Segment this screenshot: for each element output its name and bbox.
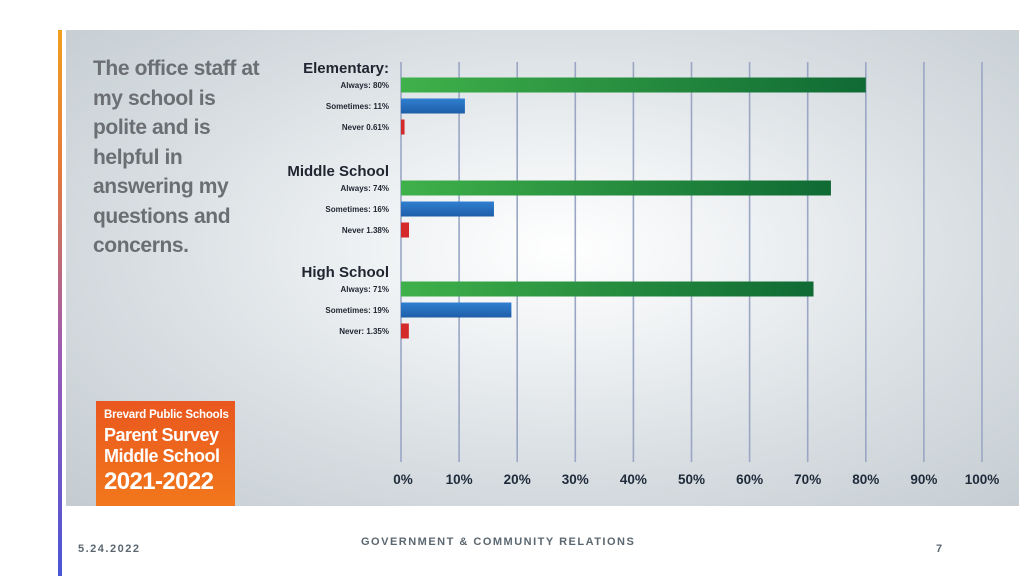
- x-tick-label: 100%: [965, 472, 1000, 487]
- badge-level: Middle School: [104, 446, 220, 466]
- bar-never: [401, 323, 409, 339]
- footer-department: GOVERNMENT & COMMUNITY RELATIONS: [361, 536, 636, 548]
- bar-always: [401, 77, 866, 93]
- badge-survey: Parent Survey: [104, 425, 219, 445]
- bar-always: [401, 180, 831, 196]
- x-tick-label: 50%: [678, 472, 705, 487]
- x-tick-label: 60%: [736, 472, 763, 487]
- bar-sometimes: [401, 98, 465, 114]
- footer-date: 5.24.2022: [78, 543, 141, 555]
- bar-label: Always: 74%: [341, 184, 389, 193]
- x-tick-label: 40%: [620, 472, 647, 487]
- x-tick-label: 20%: [504, 472, 531, 487]
- x-tick-label: 90%: [910, 472, 937, 487]
- bar-sometimes: [401, 201, 494, 217]
- bar-label: Never: 1.35%: [339, 327, 389, 336]
- bar-label: Always: 71%: [341, 285, 389, 294]
- bar-label: Sometimes: 11%: [326, 102, 389, 111]
- bar-sometimes: [401, 302, 512, 318]
- x-tick-label: 30%: [562, 472, 589, 487]
- group-label: Middle School: [287, 163, 389, 180]
- x-tick-label: 70%: [794, 472, 821, 487]
- group-label: Elementary:: [303, 60, 389, 77]
- survey-question: The office staff at my school is polite …: [93, 57, 260, 257]
- bar-label: Never 1.38%: [342, 226, 389, 235]
- bar-label: Sometimes: 19%: [325, 306, 389, 315]
- bar-label: Never 0.61%: [342, 123, 389, 132]
- survey-badge: Brevard Public Schools Parent Survey Mid…: [96, 401, 235, 506]
- bar-label: Sometimes: 16%: [325, 205, 389, 214]
- accent-side-bar: [58, 30, 62, 576]
- x-tick-label: 10%: [446, 472, 473, 487]
- bar-label: Always: 80%: [341, 81, 389, 90]
- group-label: High School: [302, 264, 390, 281]
- badge-year: 2021-2022: [104, 468, 214, 495]
- page-number: 7: [936, 543, 943, 555]
- badge-district: Brevard Public Schools: [104, 409, 229, 421]
- x-tick-label: 80%: [852, 472, 879, 487]
- x-tick-label: 0%: [393, 472, 413, 487]
- bar-never: [401, 119, 405, 135]
- bar-always: [401, 281, 814, 297]
- bar-never: [401, 222, 410, 238]
